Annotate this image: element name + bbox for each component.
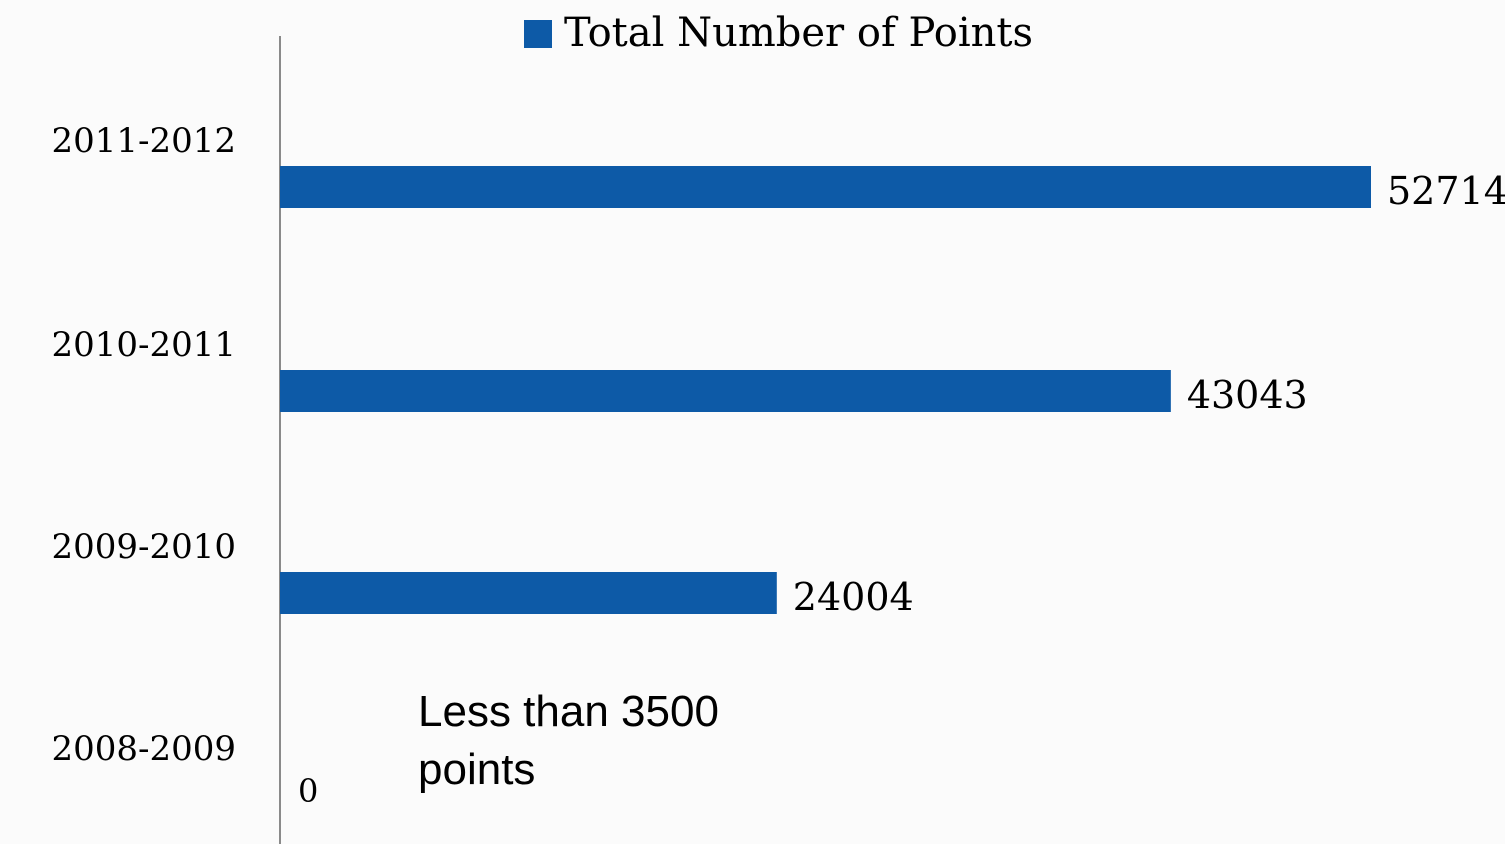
category-label: 2009-2010 xyxy=(51,527,236,567)
value-labels: 52714 43043 24004 0 xyxy=(298,169,1505,810)
data-label: 52714 xyxy=(1387,169,1505,213)
data-label: 24004 xyxy=(793,575,914,619)
legend-label: Total Number of Points xyxy=(564,10,1033,56)
legend-swatch xyxy=(524,20,552,48)
legend: Total Number of Points xyxy=(524,10,1033,56)
category-label: 2008-2009 xyxy=(51,729,236,769)
annotation-text: Less than 3500 points xyxy=(418,683,719,799)
bar xyxy=(280,370,1171,412)
category-label: 2010-2011 xyxy=(51,325,236,365)
category-label: 2011-2012 xyxy=(51,121,236,161)
annotation-line-1: Less than 3500 xyxy=(418,687,719,736)
bar xyxy=(280,166,1371,208)
category-labels: 2011-2012 2010-2011 2009-2010 2008-2009 xyxy=(51,121,236,769)
annotation-line-2: points xyxy=(418,745,536,794)
bars xyxy=(280,166,1371,614)
data-label: 0 xyxy=(298,772,318,810)
data-label: 43043 xyxy=(1187,373,1308,417)
bar xyxy=(280,572,777,614)
